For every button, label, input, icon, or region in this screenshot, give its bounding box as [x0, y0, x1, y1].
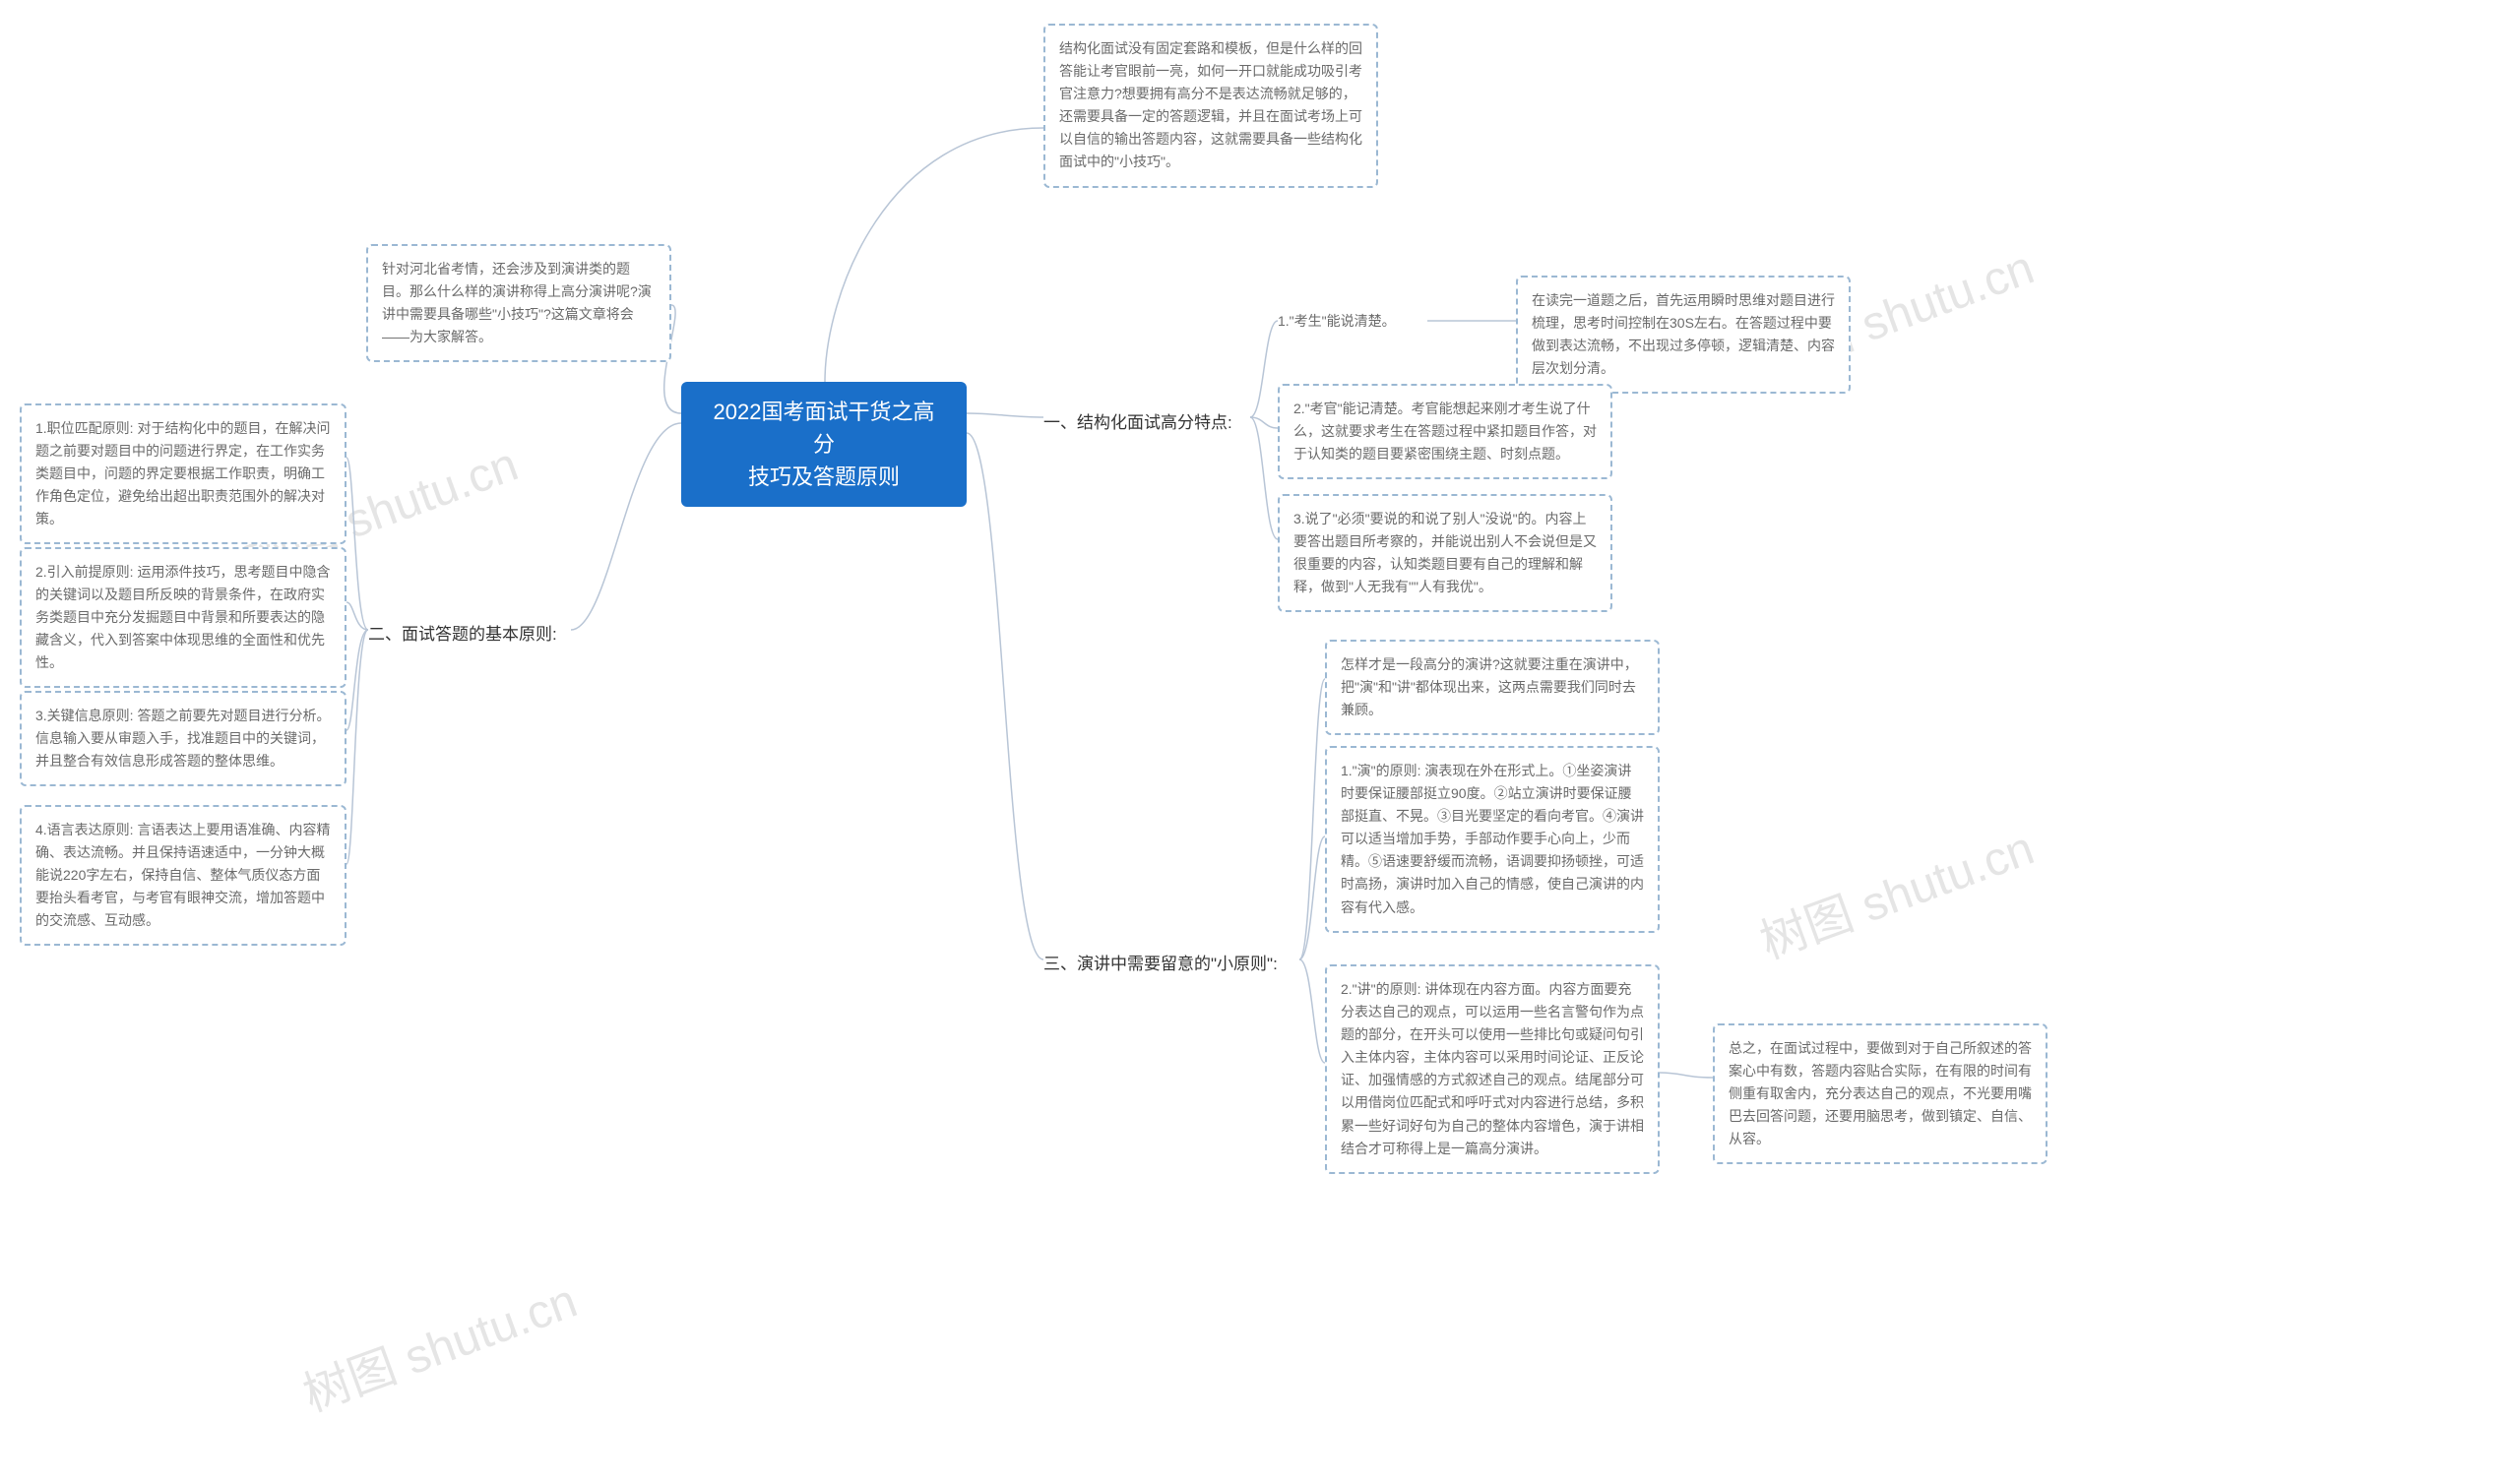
branch3-leaf-1: 怎样才是一段高分的演讲?这就要注重在演讲中，把"演"和"讲"都体现出来，这两点需…	[1325, 640, 1660, 735]
branch1-child1-label: 1."考生"能说清楚。	[1278, 311, 1396, 331]
root-title-line1: 2022国考面试干货之高分	[714, 400, 935, 457]
branch2-leaf-2: 2.引入前提原则: 运用添件技巧，思考题目中隐含的关键词以及题目所反映的背景条件…	[20, 547, 346, 688]
connectors	[0, 0, 2520, 1484]
mindmap-canvas: 树图 shutu.cn 树图 shutu.cn 树图 shutu.cn 树图 s…	[0, 0, 2520, 1484]
branch1-leaf-2: 2."考官"能记清楚。考官能想起来刚才考生说了什么，这就要求考生在答题过程中紧扣…	[1278, 384, 1612, 479]
branch1-leaf-3: 3.说了"必须"要说的和说了别人"没说"的。内容上要答出题目所考察的，并能说出别…	[1278, 494, 1612, 612]
watermark: 树图 shutu.cn	[292, 1262, 585, 1424]
branch2-leaf-1: 1.职位匹配原则: 对于结构化中的题目，在解决问题之前要对题目中的问题进行界定，…	[20, 403, 346, 544]
branch1-leaf-1: 在读完一道题之后，首先运用瞬时思维对题目进行梳理，思考时间控制在30S左右。在答…	[1516, 276, 1851, 394]
branch3-leaf-2: 1."演"的原则: 演表现在外在形式上。①坐姿演讲时要保证腰部挺立90度。②站立…	[1325, 746, 1660, 933]
root-node: 2022国考面试干货之高分 技巧及答题原则	[681, 382, 967, 507]
root-title-line2: 技巧及答题原则	[748, 464, 900, 489]
conclusion-box: 总之，在面试过程中，要做到对于自己所叙述的答案心中有数，答题内容贴合实际，在有限…	[1713, 1023, 2048, 1164]
watermark: 树图 shutu.cn	[1749, 809, 2042, 971]
branch1-label: 一、结构化面试高分特点:	[1043, 408, 1232, 433]
intro-top-box: 结构化面试没有固定套路和模板，但是什么样的回答能让考官眼前一亮，如何一开口就能成…	[1043, 24, 1378, 188]
branch2-leaf-3: 3.关键信息原则: 答题之前要先对题目进行分析。信息输入要从审题入手，找准题目中…	[20, 691, 346, 786]
branch3-leaf-3: 2."讲"的原则: 讲体现在内容方面。内容方面要充分表达自己的观点，可以运用一些…	[1325, 964, 1660, 1174]
branch3-label: 三、演讲中需要留意的"小原则":	[1043, 950, 1278, 974]
intro-left-box: 针对河北省考情，还会涉及到演讲类的题目。那么什么样的演讲称得上高分演讲呢?演讲中…	[366, 244, 671, 362]
branch2-label: 二、面试答题的基本原则:	[368, 620, 557, 645]
branch2-leaf-4: 4.语言表达原则: 言语表达上要用语准确、内容精确、表达流畅。并且保持语速适中，…	[20, 805, 346, 946]
